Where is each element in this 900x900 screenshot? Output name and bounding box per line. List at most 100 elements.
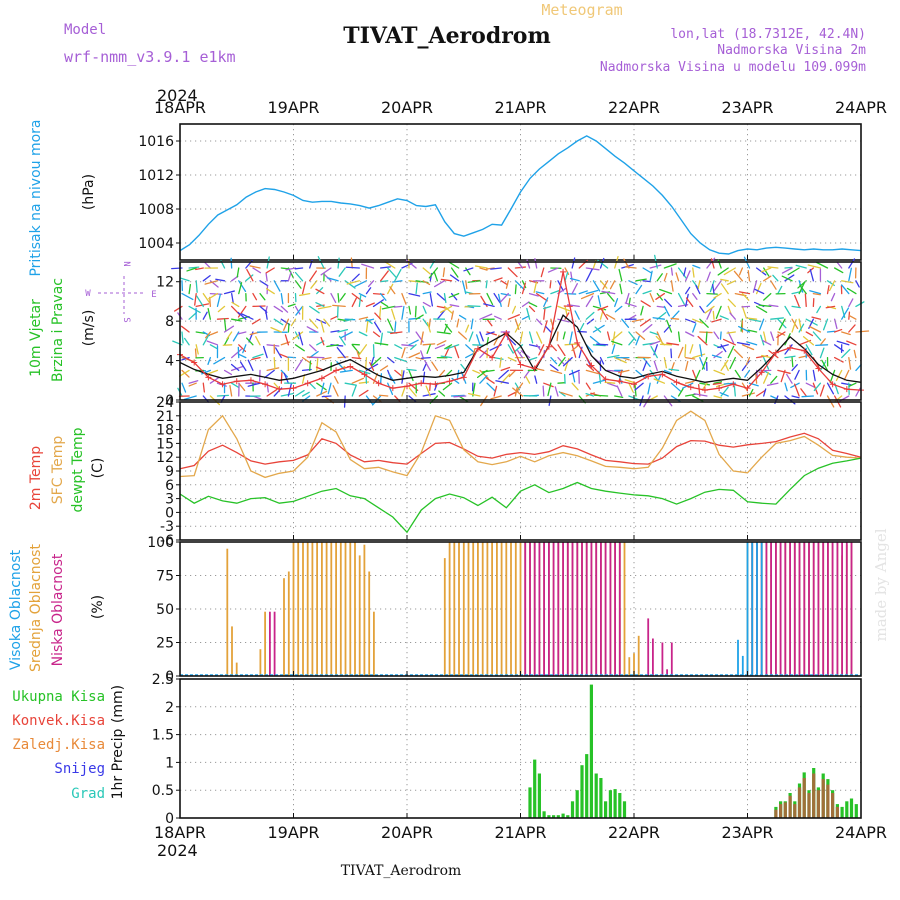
wind-arrow [408, 352, 421, 359]
wind-arrow [195, 267, 204, 271]
wind-arrow [410, 344, 417, 351]
wind-arrow [350, 257, 353, 269]
wind-arrow [776, 331, 786, 338]
wind-arrow [422, 318, 429, 327]
y-tick-label: 0 [165, 393, 174, 409]
wind-arrow [323, 318, 331, 327]
wind-arrow [677, 388, 684, 397]
wind-arrow [585, 268, 593, 282]
wind-arrow [812, 292, 821, 296]
wind-arrow [848, 356, 852, 370]
wind-arrow [670, 317, 680, 320]
wind-arrow [194, 348, 197, 359]
wind-arrow [745, 356, 751, 366]
wind-arrow [619, 283, 623, 295]
wind-arrow [436, 292, 446, 301]
wind-arrow [712, 382, 722, 385]
wind-arrow [578, 322, 585, 333]
wind-arrow [614, 395, 624, 399]
wind-gust-marker [432, 381, 439, 388]
wind-arrow [249, 265, 261, 269]
wind-arrow [320, 320, 325, 333]
wind-arrow [401, 347, 406, 359]
wind-arrow [387, 267, 397, 278]
conv_precip-bar [774, 809, 778, 818]
wind-arrow [805, 331, 814, 337]
wind-arrow [201, 369, 212, 375]
mid_cloud-bar [628, 657, 631, 676]
mid_cloud-bar [496, 542, 498, 676]
wind-arrow [699, 305, 705, 313]
wind-arrow [512, 387, 524, 397]
wind-gust-marker [219, 381, 226, 388]
wind-arrow [760, 334, 765, 346]
legend-snow: Snijeg [54, 761, 105, 777]
wind-arrow [292, 331, 304, 341]
wind-arrow [801, 395, 814, 398]
wind-arrow [280, 267, 291, 270]
wind-arrow [420, 356, 431, 359]
mid_cloud-bar [458, 542, 460, 676]
low_cloud-bar [793, 542, 796, 676]
wind-gust-marker [318, 375, 325, 382]
low_cloud-bar [770, 542, 772, 676]
wind-gust-marker [233, 378, 240, 385]
legend-total-rain: Ukupna Kisa [12, 689, 105, 705]
wind-arrow [511, 305, 517, 314]
wind-arrow [467, 305, 481, 308]
wind-arrow [652, 317, 666, 320]
compass-east: E [151, 290, 156, 300]
mid_cloud-bar [443, 558, 446, 676]
wind-arrow [557, 305, 571, 312]
wind-arrow [634, 382, 644, 391]
wind_avg-line [179, 314, 862, 383]
low_cloud-bar [775, 542, 777, 676]
y-tick-label: 1008 [138, 202, 174, 218]
wind-arrow [521, 280, 527, 289]
wind-arrow [265, 309, 268, 320]
temp-ylabel-2: SFC Temp [50, 436, 66, 505]
wind-arrow [706, 292, 718, 295]
wind-arrow [463, 267, 474, 272]
wind-arrow [401, 370, 405, 384]
wind-arrow [710, 258, 715, 269]
wind-arrow [180, 325, 190, 333]
wind-arrow [472, 369, 481, 374]
wind-arrow [490, 267, 502, 270]
low_cloud-bar [609, 542, 612, 676]
wind-arrow [768, 304, 779, 308]
high_cloud-bar [737, 639, 739, 676]
year-top: 2024 [157, 86, 198, 105]
wind-arrow [358, 316, 369, 320]
wind-arrow [252, 292, 258, 301]
wind-arrow [188, 312, 198, 320]
wind-arrow [560, 391, 573, 397]
wind-arrow [733, 385, 736, 397]
y-tick-label: 15 [156, 436, 174, 452]
wind-gust-marker [247, 377, 254, 384]
wind-arrow [507, 267, 518, 278]
wind-arrow [183, 337, 190, 346]
wind-arrow [514, 284, 517, 295]
wind-arrow [433, 271, 439, 282]
wind-arrow [757, 369, 772, 372]
wind-arrow [449, 304, 460, 308]
wind-arrow [713, 395, 723, 399]
wind-arrow [495, 380, 509, 384]
wind-arrow [521, 282, 527, 295]
wind-arrow [642, 290, 652, 295]
wind-arrow [485, 331, 495, 335]
wind-arrow [791, 305, 801, 309]
wind-arrow [712, 284, 715, 295]
temp-unit: (C) [90, 458, 106, 479]
x-tick-bottom: 22APR [608, 823, 660, 842]
wind-arrow [647, 382, 651, 395]
wind-arrow [589, 335, 602, 346]
wind-arrow [670, 310, 680, 320]
wind-arrow [599, 356, 605, 365]
x-tick-top: 24APR [835, 98, 887, 117]
wind-arrow [283, 372, 290, 384]
wind-arrow [809, 325, 822, 333]
wind-arrow [836, 261, 843, 269]
wind-arrow [791, 319, 797, 333]
